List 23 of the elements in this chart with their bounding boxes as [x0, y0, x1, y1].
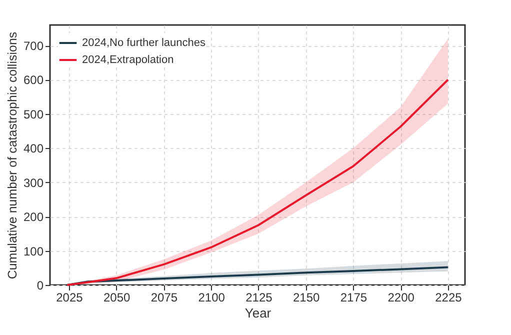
- x-tick-label: 2025: [56, 290, 84, 304]
- line-series: [66, 266, 449, 286]
- x-tick-label: 2225: [435, 290, 462, 304]
- y-tick-label: 400: [23, 142, 44, 156]
- legend-label: 2024,No further launches: [82, 37, 206, 49]
- y-tick-label: 500: [23, 107, 44, 122]
- y-axis-title: Cumulative number of catastrophic collisions: [5, 32, 20, 280]
- y-tick-label: 300: [23, 176, 44, 190]
- x-tick-label: 2150: [292, 290, 320, 304]
- x-tick-label: 2200: [388, 290, 415, 304]
- x-tick-label: 2125: [246, 290, 273, 304]
- line-series: [66, 78, 449, 286]
- y-tick-label: 200: [23, 210, 44, 224]
- x-tick-label: 2075: [150, 290, 178, 304]
- legend-label: 2024,Extrapolation: [82, 54, 174, 66]
- x-tick-label: 2050: [103, 290, 130, 304]
- x-tick-label: 2100: [198, 290, 226, 304]
- x-tick-label: 2175: [340, 290, 368, 304]
- y-tick-label: 100: [23, 244, 44, 258]
- y-tick-label: 0: [36, 278, 44, 292]
- x-axis-title: Year: [244, 306, 272, 320]
- y-tick-label: 700: [23, 39, 44, 54]
- y-tick-label: 600: [23, 73, 44, 88]
